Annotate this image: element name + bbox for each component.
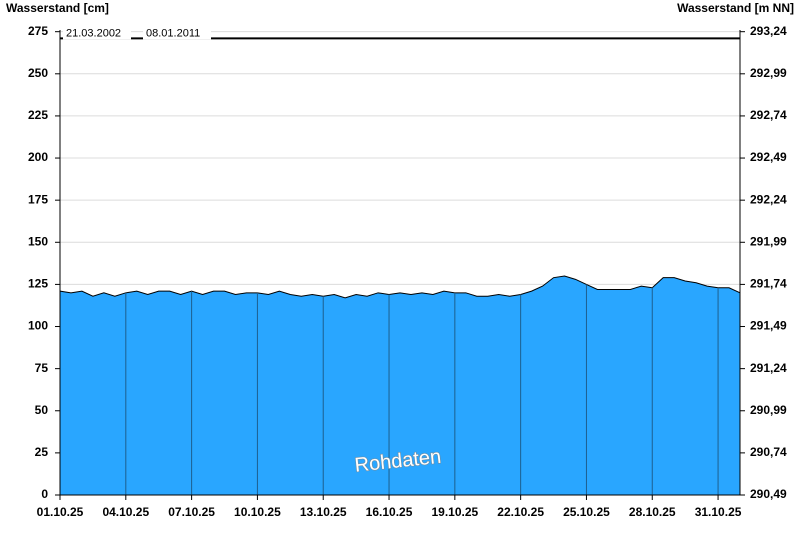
y-tick-label: 200 bbox=[28, 150, 48, 164]
y-tick-label: 75 bbox=[35, 361, 49, 375]
y2-tick-label: 291,24 bbox=[750, 361, 787, 375]
x-tick-label: 07.10.25 bbox=[168, 505, 215, 519]
x-tick-label: 31.10.25 bbox=[695, 505, 742, 519]
y2-tick-label: 291,74 bbox=[750, 277, 787, 291]
y-tick-label: 125 bbox=[28, 277, 48, 291]
y-tick-label: 275 bbox=[28, 24, 48, 38]
y2-tick-label: 292,99 bbox=[750, 66, 787, 80]
y2-tick-label: 290,74 bbox=[750, 445, 787, 459]
y-tick-label: 150 bbox=[28, 234, 48, 248]
y-tick-label: 0 bbox=[41, 487, 48, 501]
y2-tick-label: 291,49 bbox=[750, 319, 787, 333]
y2-tick-label: 293,24 bbox=[750, 24, 787, 38]
x-tick-label: 28.10.25 bbox=[629, 505, 676, 519]
y-tick-label: 100 bbox=[28, 319, 48, 333]
y2-tick-label: 292,24 bbox=[750, 192, 787, 206]
y2-tick-label: 292,49 bbox=[750, 150, 787, 164]
y-tick-label: 250 bbox=[28, 66, 48, 80]
y2-tick-label: 290,99 bbox=[750, 403, 787, 417]
area bbox=[59, 275, 741, 496]
x-tick-label: 10.10.25 bbox=[234, 505, 281, 519]
y2-axis-title: Wasserstand [m NN] bbox=[677, 1, 794, 15]
x-tick-label: 13.10.25 bbox=[300, 505, 347, 519]
reference-label: 21.03.2002 bbox=[66, 27, 121, 39]
x-tick-label: 16.10.25 bbox=[366, 505, 413, 519]
x-tick-label: 04.10.25 bbox=[102, 505, 149, 519]
y-tick-label: 25 bbox=[35, 445, 49, 459]
y-axis-title: Wasserstand [cm] bbox=[6, 1, 109, 15]
x-tick-label: 22.10.25 bbox=[497, 505, 544, 519]
y-tick-label: 225 bbox=[28, 108, 48, 122]
x-tick-label: 25.10.25 bbox=[563, 505, 610, 519]
y2-tick-label: 292,74 bbox=[750, 108, 787, 122]
x-tick-label: 19.10.25 bbox=[431, 505, 478, 519]
y2-tick-label: 291,99 bbox=[750, 234, 787, 248]
y-tick-label: 175 bbox=[28, 192, 48, 206]
reference-label: 08.01.2011 bbox=[146, 27, 200, 39]
y-tick-label: 50 bbox=[35, 403, 49, 417]
y2-tick-label: 290,49 bbox=[750, 487, 787, 501]
x-tick-label: 01.10.25 bbox=[37, 505, 84, 519]
